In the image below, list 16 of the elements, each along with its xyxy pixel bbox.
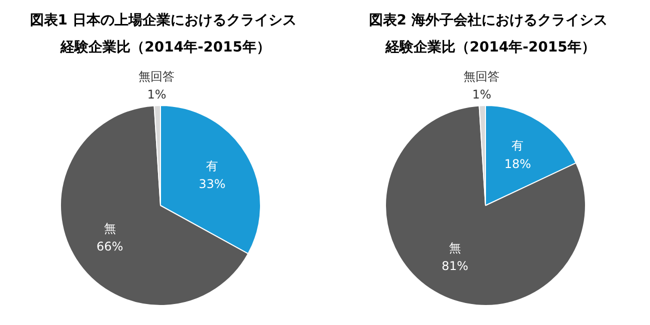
chart-subtitle: 経験企業比（2014年-2015年） — [60, 40, 270, 56]
slice-label: 無回答 — [464, 69, 500, 84]
chart-subtitle: 経験企業比（2014年-2015年） — [384, 40, 596, 56]
slice-label: 無回答 — [138, 69, 175, 84]
chart-title: 図表1 日本の上場企業におけるクライシス — [30, 12, 296, 28]
data-label: 66% — [96, 240, 124, 254]
slice-label: 有 — [206, 158, 218, 173]
slice-label: 無 — [104, 222, 116, 236]
data-label: 81% — [442, 259, 468, 274]
chart-title: 図表2 海外子会社におけるクライシス — [368, 12, 608, 28]
slice-label: 有 — [512, 138, 524, 153]
data-label: 1% — [147, 88, 166, 102]
slice-label: 無 — [448, 241, 461, 256]
data-label: 1% — [472, 88, 492, 102]
data-label: 33% — [198, 177, 226, 192]
data-label: 18% — [504, 156, 531, 171]
